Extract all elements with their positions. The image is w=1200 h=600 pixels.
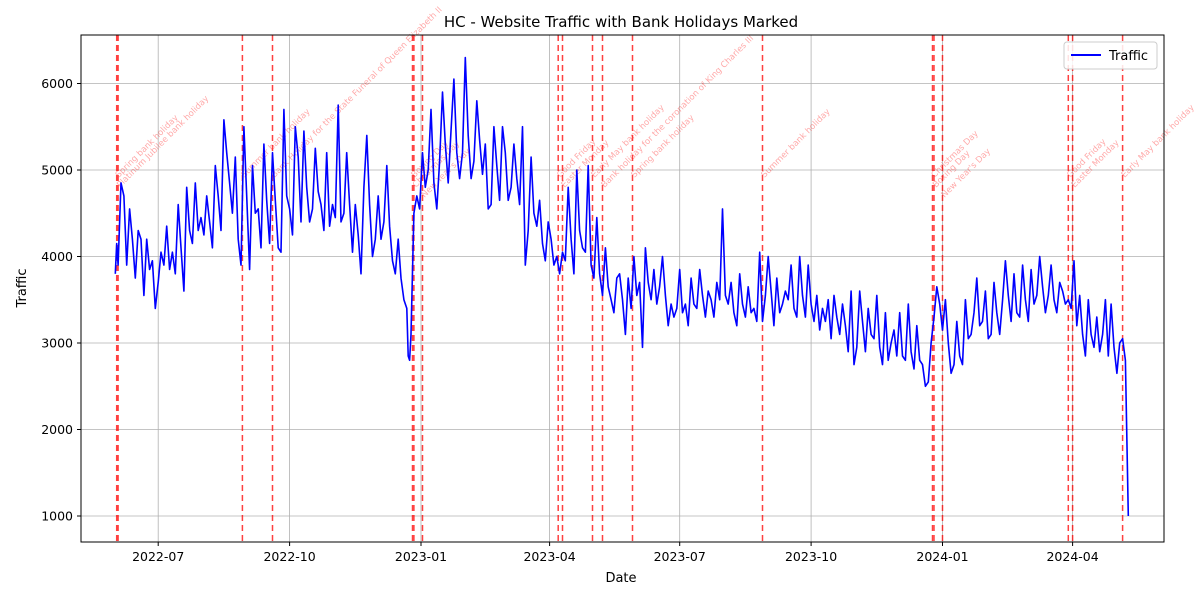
holiday-label: Bank holiday for the coronation of King … (600, 34, 756, 190)
holiday-label: Bank Holiday for the State Funeral of Qu… (270, 5, 445, 180)
x-tick-label: 2024-04 (1046, 549, 1098, 564)
x-tick-label: 2023-01 (395, 549, 447, 564)
y-axis-label: Traffic (15, 268, 30, 308)
chart-title: HC - Website Traffic with Bank Holidays … (444, 13, 798, 31)
holiday-label: Early May bank holiday (1120, 103, 1197, 180)
y-axis-ticks: 1000 2000 3000 4000 5000 6000 (41, 76, 81, 524)
legend-box (1063, 41, 1158, 70)
x-tick-label: 2023-04 (523, 549, 575, 564)
holiday-label: Platinum Jubilee bank holiday (115, 94, 211, 190)
x-tick-label: 2022-10 (263, 549, 315, 564)
legend-label-traffic: Traffic (1108, 49, 1148, 64)
x-tick-label: 2023-07 (654, 549, 706, 564)
y-tick-label: 2000 (41, 422, 73, 437)
y-tick-label: 5000 (41, 163, 73, 178)
x-tick-label: 2024-01 (916, 549, 968, 564)
legend: Traffic (1063, 41, 1158, 70)
grid (81, 35, 1164, 542)
y-tick-label: 4000 (41, 249, 73, 264)
holiday-label: Summer bank holiday (760, 107, 833, 180)
holiday-lines (115, 35, 1124, 542)
x-tick-label: 2023-10 (785, 549, 837, 564)
plot-frame (80, 34, 1165, 543)
x-axis-label: Date (605, 571, 636, 586)
y-tick-label: 1000 (41, 509, 73, 524)
x-axis-ticks: 2022-07 2022-10 2023-01 2023-04 2023-07 2023-… (132, 542, 1099, 564)
x-tick-label: 2022-07 (132, 549, 184, 564)
y-tick-label: 6000 (41, 76, 73, 91)
y-tick-label: 3000 (41, 336, 73, 351)
traffic-line (114, 56, 1130, 517)
